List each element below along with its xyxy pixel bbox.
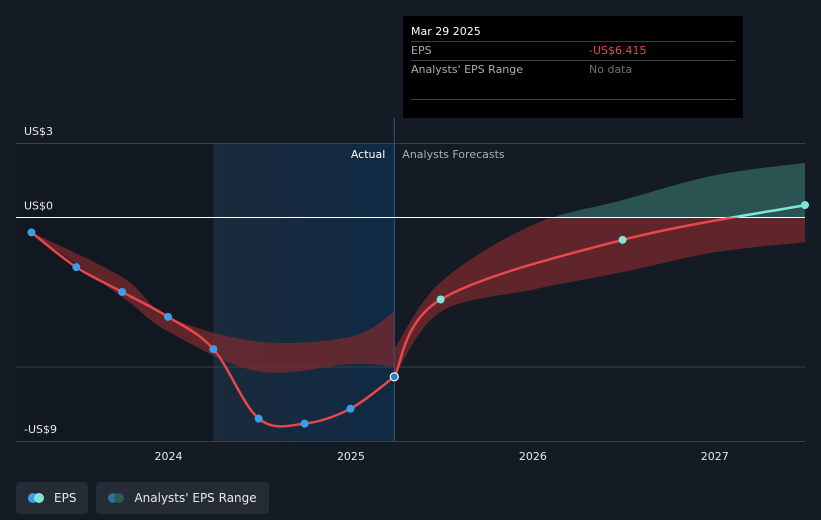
eps-point-actual [209,345,218,354]
eps-range-bands [31,162,805,377]
eps-points [27,201,809,428]
forecast-eps-range-band-positive [552,162,805,218]
eps-line-forecast [393,217,740,379]
gridlines [16,143,805,442]
y-tick-label: -US$9 [24,423,57,436]
eps-point-actual [389,372,399,382]
y-tick-label: US$3 [24,125,53,138]
hover-tooltip: Mar 29 2025 EPS -US$6.415 Analysts' EPS … [403,16,743,118]
tooltip-eps-row: EPS -US$6.415 [411,41,735,60]
tooltip-range-row: Analysts' EPS Range No data [411,60,735,79]
legend-item-eps[interactable]: EPS [16,482,89,514]
eps-range-legend-icon [108,493,126,503]
actual-region-label: Actual [351,148,385,161]
actual-highlight-band [213,143,395,441]
eps-point-forecast [436,295,445,304]
x-tick-label: 2027 [701,450,729,463]
forecast-eps-range-band-negative [394,217,805,377]
tooltip-eps-value: -US$6.415 [589,44,647,57]
y-tick-label: US$0 [24,200,53,213]
eps-legend-icon [28,493,46,503]
eps-point-actual [254,414,263,423]
eps-point-actual [118,288,127,296]
x-axis: 2024 2025 2026 2027 [155,450,729,463]
tooltip-range-value: No data [589,63,633,76]
eps-point-forecast [801,201,809,210]
tooltip-range-label: Analysts' EPS Range [411,63,524,76]
tooltip-date: Mar 29 2025 [411,25,481,38]
eps-chart: US$3 US$0 -US$9 2024 2025 2026 2027 Actual An… [16,118,809,463]
chart-legend: EPS Analysts' EPS Range [16,482,269,514]
legend-item-eps-range[interactable]: Analysts' EPS Range [96,482,269,514]
eps-point-actual [72,263,81,272]
x-tick-label: 2024 [155,450,183,463]
x-tick-label: 2025 [337,450,365,463]
actual-eps-range-band [31,232,395,373]
forecast-region-label: Analysts Forecasts [402,148,505,161]
y-axis: US$3 US$0 -US$9 [24,125,57,436]
tooltip-eps-label: EPS [411,44,432,57]
eps-point-actual [346,404,355,413]
tooltip-divider [411,99,735,100]
eps-point-forecast [618,235,627,244]
eps-point-actual [27,228,36,237]
x-tick-label: 2026 [519,450,547,463]
eps-point-actual [300,419,309,428]
legend-range-label: Analysts' EPS Range [134,491,257,505]
legend-eps-label: EPS [54,491,77,505]
past-shade [16,143,214,441]
eps-point-actual [164,312,173,321]
